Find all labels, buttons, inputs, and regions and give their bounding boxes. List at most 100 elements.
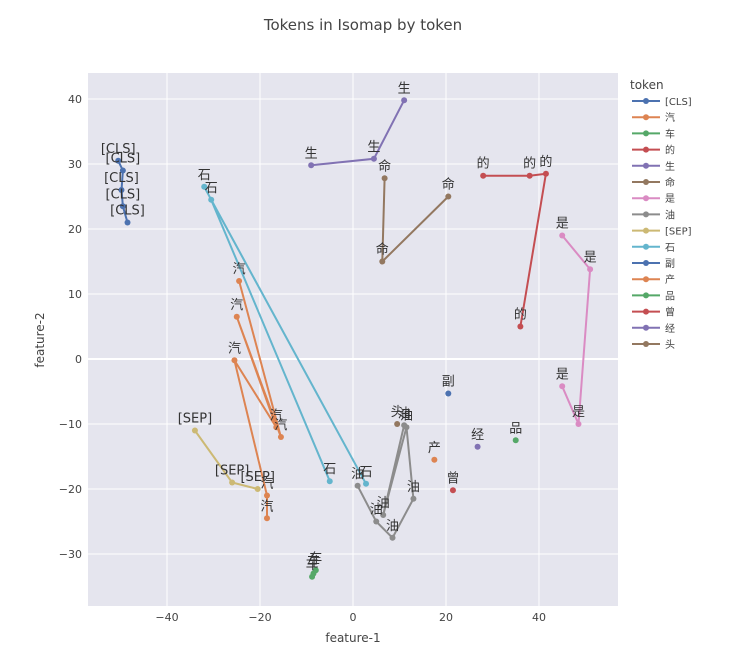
data-point[interactable]: [119, 203, 126, 210]
data-point[interactable]: [575, 421, 582, 427]
data-point[interactable]: [512, 437, 519, 444]
data-point[interactable]: [401, 422, 408, 429]
legend-item[interactable]: 油: [632, 208, 675, 221]
legend-swatch-marker: [643, 276, 649, 283]
data-point[interactable]: [312, 567, 319, 574]
data-point[interactable]: [380, 512, 387, 518]
data-point[interactable]: [354, 482, 361, 489]
point-label: 汽: [260, 477, 273, 492]
data-point[interactable]: [381, 175, 388, 182]
legend-swatch-marker: [643, 260, 649, 266]
data-point[interactable]: [559, 232, 566, 239]
series-10: [445, 390, 452, 397]
data-point[interactable]: [370, 155, 377, 162]
legend-item[interactable]: 石: [632, 243, 675, 254]
point-label: 油: [370, 503, 383, 518]
data-point[interactable]: [559, 383, 566, 390]
point-label: 生: [398, 81, 411, 96]
point-label: 副: [442, 374, 455, 389]
legend-item[interactable]: 曾: [632, 306, 675, 319]
data-point[interactable]: [431, 456, 438, 463]
series-15: [394, 421, 401, 427]
legend-item[interactable]: 车: [632, 127, 675, 140]
series-12: [512, 437, 519, 444]
data-point[interactable]: [526, 172, 533, 179]
data-point[interactable]: [208, 196, 215, 203]
point-label: [SEP]: [215, 464, 249, 479]
data-point[interactable]: [308, 162, 315, 169]
legend-label: [SEP]: [665, 227, 692, 238]
point-label: 的: [514, 307, 527, 323]
data-point[interactable]: [394, 421, 401, 427]
data-point[interactable]: [410, 495, 417, 502]
data-point[interactable]: [474, 443, 481, 450]
chart-title: Tokens in Isomap by token: [263, 16, 462, 34]
legend-item[interactable]: 品: [632, 290, 675, 302]
legend-item[interactable]: 的: [632, 144, 675, 157]
data-point[interactable]: [517, 323, 524, 330]
series-7: [354, 422, 417, 541]
legend-item[interactable]: 产: [632, 273, 675, 286]
point-label: 车: [307, 554, 320, 570]
data-point[interactable]: [263, 515, 270, 522]
legend-label: 生: [665, 160, 675, 173]
data-point[interactable]: [201, 183, 208, 190]
point-label: 石: [205, 181, 218, 196]
data-point[interactable]: [191, 427, 198, 434]
legend-item[interactable]: [SEP]: [632, 227, 692, 238]
series-13: [449, 487, 456, 494]
data-point[interactable]: [273, 424, 280, 431]
data-point[interactable]: [236, 278, 243, 284]
data-point[interactable]: [254, 486, 261, 492]
series-3: [480, 170, 549, 330]
legend-swatch-marker: [643, 98, 649, 104]
data-point[interactable]: [124, 219, 131, 226]
point-label: 油: [398, 406, 411, 421]
data-point[interactable]: [115, 157, 122, 164]
data-point[interactable]: [379, 258, 386, 265]
data-point[interactable]: [445, 390, 452, 397]
data-point[interactable]: [480, 172, 487, 179]
legend-item[interactable]: 命: [632, 176, 675, 189]
point-label: 品: [509, 421, 522, 436]
data-point[interactable]: [363, 480, 370, 487]
data-point[interactable]: [119, 167, 126, 174]
data-point[interactable]: [233, 313, 240, 320]
legend-swatch-marker: [643, 179, 649, 185]
point-label: [CLS]: [110, 204, 145, 219]
data-point[interactable]: [263, 492, 270, 499]
series-5: [379, 175, 452, 265]
data-point[interactable]: [401, 97, 408, 104]
legend-item[interactable]: 副: [632, 258, 675, 270]
data-point[interactable]: [118, 187, 125, 193]
point-label: 汽: [230, 298, 243, 313]
legend-item[interactable]: 经: [632, 322, 675, 335]
data-point[interactable]: [277, 434, 284, 440]
legend-item[interactable]: [CLS]: [632, 97, 692, 108]
point-label: 曾: [446, 471, 459, 486]
data-point[interactable]: [373, 518, 380, 525]
point-label: 是: [572, 405, 585, 420]
data-point[interactable]: [587, 266, 594, 273]
data-point[interactable]: [389, 534, 396, 541]
point-label: 汽: [270, 408, 283, 423]
point-label: 命: [442, 177, 455, 193]
legend-item[interactable]: 生: [632, 160, 675, 173]
data-point[interactable]: [449, 487, 456, 494]
data-point[interactable]: [445, 193, 452, 200]
legend-item[interactable]: 汽: [632, 111, 675, 124]
legend-item[interactable]: 头: [632, 339, 675, 351]
y-tick-label: −30: [59, 548, 82, 561]
legend-item[interactable]: 是: [632, 193, 675, 205]
data-point[interactable]: [326, 478, 333, 485]
y-tick-label: 40: [68, 93, 82, 106]
series-0: [115, 157, 131, 226]
data-point[interactable]: [542, 170, 549, 177]
data-point[interactable]: [231, 357, 238, 364]
data-point[interactable]: [229, 479, 236, 486]
legend-label: 的: [665, 144, 675, 157]
point-label: 汽: [274, 418, 287, 433]
point-label: 生: [305, 146, 318, 161]
